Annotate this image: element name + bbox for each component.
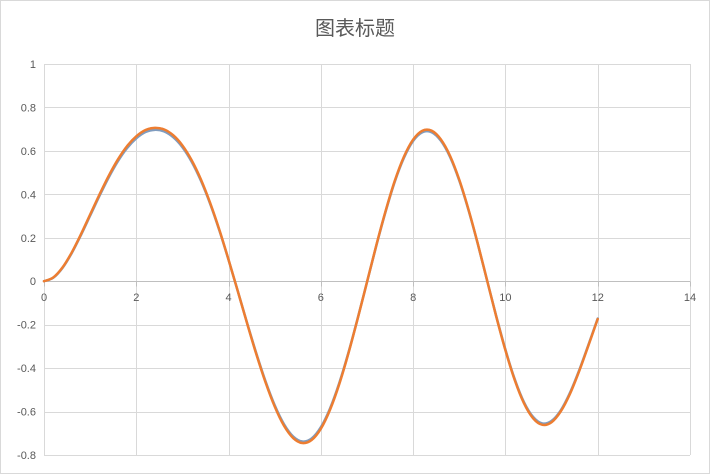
chart-title: 图表标题 [315, 16, 395, 40]
y-tick-label: -0.4 [17, 363, 36, 375]
x-tick-label: 12 [592, 292, 604, 304]
x-tick-label: 4 [226, 292, 232, 304]
y-tick-label: 1 [30, 59, 36, 71]
x-tick-label: 2 [133, 292, 139, 304]
y-tick-label: 0 [30, 276, 36, 288]
x-tick-label: 14 [684, 292, 696, 304]
y-tick-label: 0.8 [21, 102, 36, 114]
x-tick-label: 8 [410, 292, 416, 304]
y-tick-label: 0.6 [21, 146, 36, 158]
series-line-2 [42, 126, 599, 445]
series [42, 126, 599, 445]
y-tick-label: 0.4 [21, 189, 36, 201]
x-tick-label: 0 [41, 292, 47, 304]
grid [44, 64, 691, 456]
tick-labels: -0.8-0.6-0.4-0.200.20.40.60.810 2 4 6 8 10 12 1… [17, 59, 696, 462]
y-tick-label: -0.6 [17, 407, 36, 419]
x-tick-label: 10 [499, 292, 511, 304]
series-line-1 [42, 128, 599, 443]
y-tick-label: -0.8 [17, 450, 36, 462]
y-tick-label: 0.2 [21, 233, 36, 245]
x-tick-label: 6 [318, 292, 324, 304]
y-tick-label: -0.2 [17, 320, 36, 332]
